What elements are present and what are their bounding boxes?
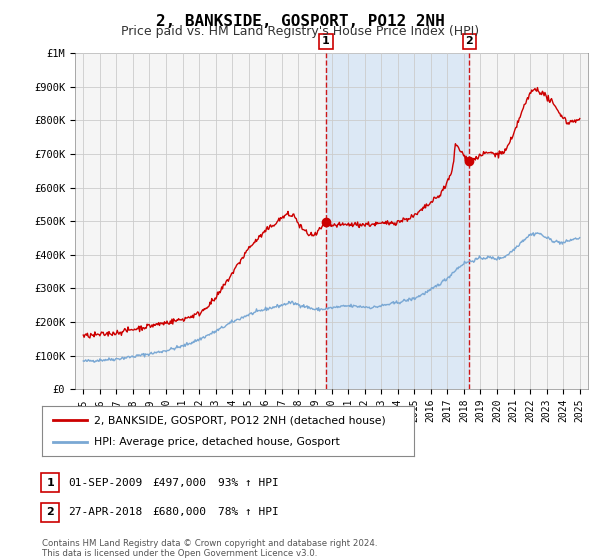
Text: 2: 2	[466, 36, 473, 46]
Text: 1: 1	[322, 36, 330, 46]
Text: 01-SEP-2009: 01-SEP-2009	[68, 478, 142, 488]
Text: Contains HM Land Registry data © Crown copyright and database right 2024.
This d: Contains HM Land Registry data © Crown c…	[42, 539, 377, 558]
Text: 27-APR-2018: 27-APR-2018	[68, 507, 142, 517]
Text: £680,000: £680,000	[152, 507, 206, 517]
Text: HPI: Average price, detached house, Gosport: HPI: Average price, detached house, Gosp…	[94, 437, 340, 447]
Text: 2: 2	[47, 507, 54, 517]
Text: Price paid vs. HM Land Registry's House Price Index (HPI): Price paid vs. HM Land Registry's House …	[121, 25, 479, 38]
Bar	[326, 53, 469, 389]
Text: 93% ↑ HPI: 93% ↑ HPI	[218, 478, 278, 488]
Text: 1: 1	[47, 478, 54, 488]
Text: 2, BANKSIDE, GOSPORT, PO12 2NH: 2, BANKSIDE, GOSPORT, PO12 2NH	[155, 14, 445, 29]
Text: 78% ↑ HPI: 78% ↑ HPI	[218, 507, 278, 517]
Text: £497,000: £497,000	[152, 478, 206, 488]
Text: 2, BANKSIDE, GOSPORT, PO12 2NH (detached house): 2, BANKSIDE, GOSPORT, PO12 2NH (detached…	[94, 415, 386, 425]
